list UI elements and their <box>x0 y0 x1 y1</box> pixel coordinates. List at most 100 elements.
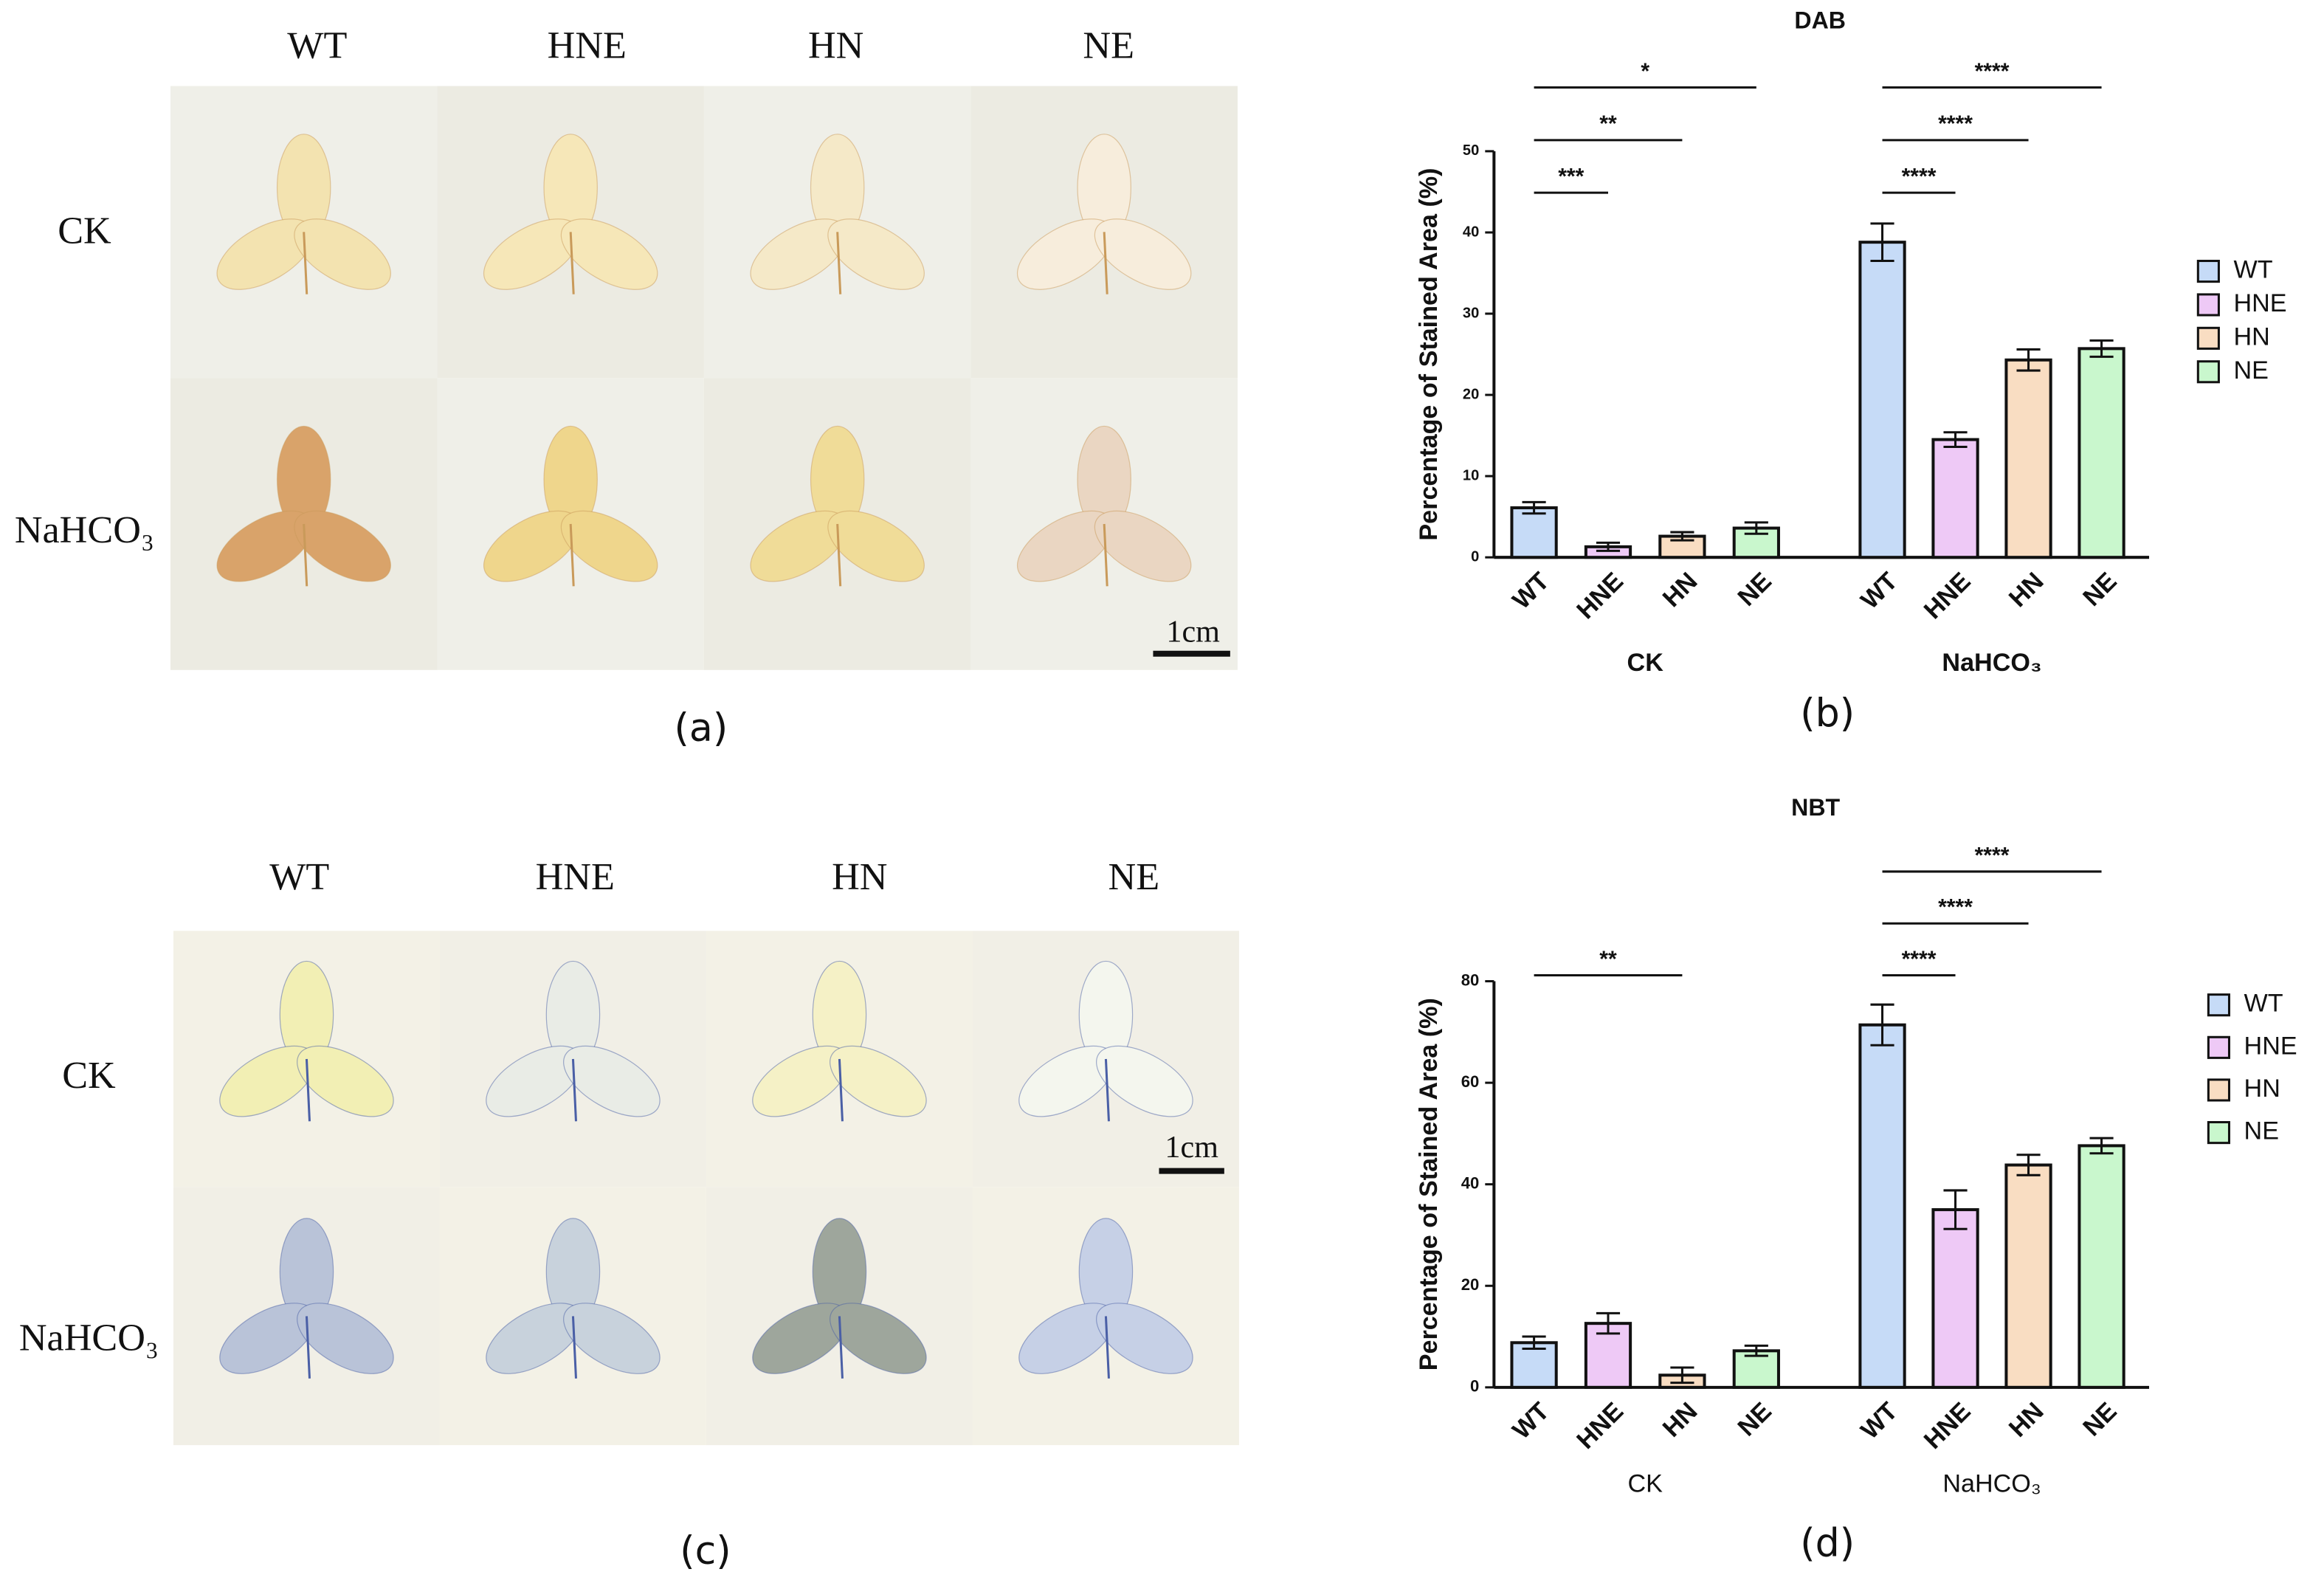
leaf <box>1018 960 1193 1122</box>
leaf <box>216 134 391 294</box>
x-tick-label: WT <box>1507 567 1554 614</box>
leaf <box>1018 1218 1193 1379</box>
bar <box>1931 1208 1979 1389</box>
error-bar <box>2016 1154 2041 1176</box>
leaf <box>752 960 927 1122</box>
error-bar <box>1744 521 1768 535</box>
leaflet <box>827 510 925 582</box>
petiole <box>569 232 575 294</box>
legend-label: WT <box>2244 990 2283 1018</box>
significance-label: * <box>1641 59 1649 83</box>
column-label: HN <box>808 24 863 66</box>
significance-label: ** <box>1599 947 1617 971</box>
x-tick-label: NE <box>1733 567 1777 611</box>
petiole <box>571 1058 577 1122</box>
error-bar <box>1596 541 1621 552</box>
leaflet <box>830 1045 927 1117</box>
petiole <box>1103 523 1108 587</box>
group-label: NaHCO₃ <box>1942 1469 2041 1497</box>
error-bar <box>1943 431 1968 449</box>
petiole <box>1104 1058 1110 1122</box>
y-tick-label: 10 <box>1463 467 1479 483</box>
column-label: WT <box>269 855 329 898</box>
error-bar <box>2089 339 2114 358</box>
petiole <box>305 1316 311 1379</box>
x-tick-label: HNE <box>1571 1397 1629 1455</box>
x-tick-label: WT <box>1507 1397 1554 1444</box>
bar <box>1510 1341 1558 1389</box>
leaf <box>486 960 661 1122</box>
y-tick-label: 50 <box>1463 142 1479 159</box>
column-label: NE <box>1108 855 1160 898</box>
error-bar <box>1522 1335 1546 1351</box>
error-bar <box>1744 1344 1768 1357</box>
leaf <box>752 1218 927 1379</box>
bar <box>1858 241 1906 559</box>
panel-label: (a) <box>675 706 728 751</box>
petiole <box>303 523 308 587</box>
error-bar <box>1670 531 1694 542</box>
y-tick-label: 40 <box>1463 224 1479 240</box>
group-label: NaHCO₃ <box>1942 649 2041 677</box>
leaflet <box>297 1045 394 1117</box>
y-tick-label: 40 <box>1461 1174 1480 1193</box>
legend-label: WT <box>2233 256 2272 284</box>
scale-bar-label: 1cm <box>1165 1130 1218 1165</box>
x-tick-label: HNE <box>1571 567 1629 624</box>
legend-label: HNE <box>2233 289 2286 317</box>
x-tick-label: HNE <box>1919 567 1976 624</box>
y-tick-label: 30 <box>1463 305 1479 321</box>
bar <box>1931 438 1979 559</box>
significance-label: **** <box>1902 165 1937 189</box>
legend-swatch <box>2196 326 2220 350</box>
error-bar <box>2016 348 2041 372</box>
legend-swatch <box>2207 1121 2230 1145</box>
panel-label: (b) <box>1800 692 1855 736</box>
significance-label: ** <box>1599 112 1617 137</box>
x-tick-label: HN <box>1658 567 1703 613</box>
x-tick-label: NE <box>1733 1397 1777 1441</box>
column-label: WT <box>287 24 347 66</box>
x-tick-label: WT <box>1855 567 1903 614</box>
petiole <box>1103 232 1108 294</box>
error-bar <box>1870 222 1894 262</box>
column-label: HNE <box>536 855 615 898</box>
legend-label: NE <box>2244 1117 2279 1145</box>
bar <box>1510 506 1558 559</box>
legend-swatch <box>2207 1078 2230 1102</box>
petiole <box>305 1058 311 1122</box>
error-bar <box>1670 1366 1694 1385</box>
leaf <box>486 1218 661 1379</box>
legend-swatch <box>2196 260 2220 283</box>
leaflet <box>827 218 925 290</box>
legend-label: HN <box>2244 1075 2280 1103</box>
y-tick-label: 0 <box>1471 548 1479 565</box>
legend-swatch <box>2196 360 2220 384</box>
group-label: CK <box>1627 1469 1663 1497</box>
bar <box>2078 1144 2125 1389</box>
error-bar <box>1870 1003 1894 1047</box>
leaf <box>483 134 658 294</box>
legend-swatch <box>2196 293 2220 317</box>
petiole <box>836 232 842 294</box>
leaf <box>219 960 394 1122</box>
x-tick-label: NE <box>2078 1397 2122 1441</box>
legend-label: HN <box>2233 323 2269 351</box>
panel-label: (c) <box>680 1529 731 1573</box>
significance-label: **** <box>1975 59 2010 83</box>
panel-label: (d) <box>1800 1522 1855 1566</box>
leaflet <box>1096 1045 1193 1117</box>
significance-label: *** <box>1558 165 1584 189</box>
bar <box>2004 358 2052 559</box>
significance-label: **** <box>1902 947 1937 971</box>
leaflet <box>1094 510 1192 582</box>
y-tick-label: 20 <box>1461 1275 1480 1294</box>
error-bar <box>1596 1311 1621 1335</box>
row-label: NaHCO₃ <box>15 508 154 551</box>
column-label: NE <box>1083 24 1134 66</box>
x-tick-label: HN <box>1658 1397 1703 1443</box>
bar <box>2004 1163 2052 1389</box>
leaf <box>219 1218 394 1379</box>
y-axis-label: Percentage of Stained Area (%) <box>1415 168 1443 541</box>
